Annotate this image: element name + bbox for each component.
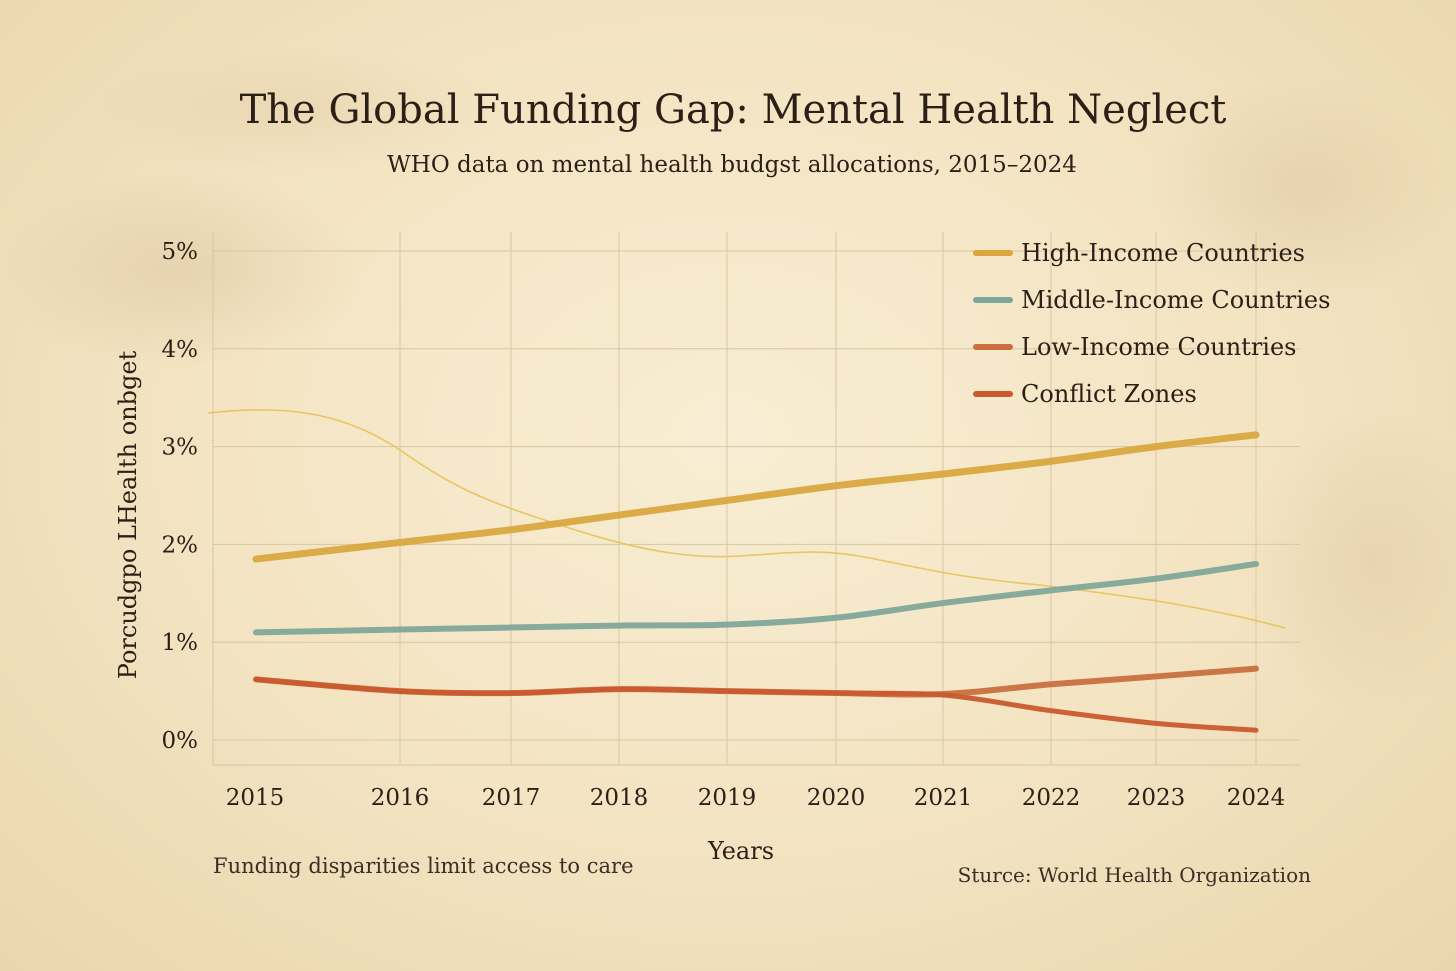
y-tick-label: 2% <box>162 532 199 558</box>
legend-label: Low-Income Countries <box>1021 333 1297 361</box>
chart-title: The Global Funding Gap: Mental Health Ne… <box>240 87 1227 133</box>
x-axis-label: Years <box>707 837 774 865</box>
series-conflict-zonesline <box>253 676 1259 733</box>
x-tick-label: 2022 <box>1022 785 1081 811</box>
y-tick-label: 0% <box>162 728 199 754</box>
x-tick-label: 2018 <box>590 785 649 811</box>
x-tick-labels: 2015 2016 2017 2018 2019 2020 2021 2022 2023 2024 <box>226 785 1286 811</box>
y-tick-labels: 0% 1% 2% 3% 4% 5% <box>162 239 199 754</box>
y-tick-label: 3% <box>162 435 199 461</box>
y-tick-label: 1% <box>162 630 199 656</box>
legend-label: Middle-Income Countries <box>1021 286 1330 314</box>
series-middle-income-countriesline <box>253 560 1259 636</box>
legend: High-Income Countries Middle-Income Count… <box>973 239 1330 408</box>
x-tick-label: 2016 <box>371 785 430 811</box>
legend-label: High-Income Countries <box>1021 239 1305 267</box>
decorative-curve <box>207 408 1286 629</box>
series-high-income-countriesline <box>252 431 1260 563</box>
y-axis-label: Porcudgpo LHealth onbget <box>114 350 142 679</box>
x-tick-label: 2021 <box>914 785 973 811</box>
legend-label: Conflict Zones <box>1021 380 1197 408</box>
y-tick-label: 5% <box>162 239 199 265</box>
x-tick-label: 2019 <box>698 785 757 811</box>
x-tick-label: 2015 <box>226 785 285 811</box>
grid <box>212 232 1300 766</box>
y-tick-label: 4% <box>162 337 199 363</box>
x-tick-label: 2020 <box>807 785 866 811</box>
x-tick-label: 2023 <box>1127 785 1186 811</box>
source-note: Sturce: World Health Organization <box>958 863 1311 887</box>
series-lines <box>252 431 1260 733</box>
x-tick-label: 2024 <box>1227 785 1286 811</box>
footnote: Funding disparities limit access to care <box>213 854 634 878</box>
x-tick-label: 2017 <box>482 785 541 811</box>
chart-subtitle: WHO data on mental health budgst allocat… <box>387 152 1077 178</box>
